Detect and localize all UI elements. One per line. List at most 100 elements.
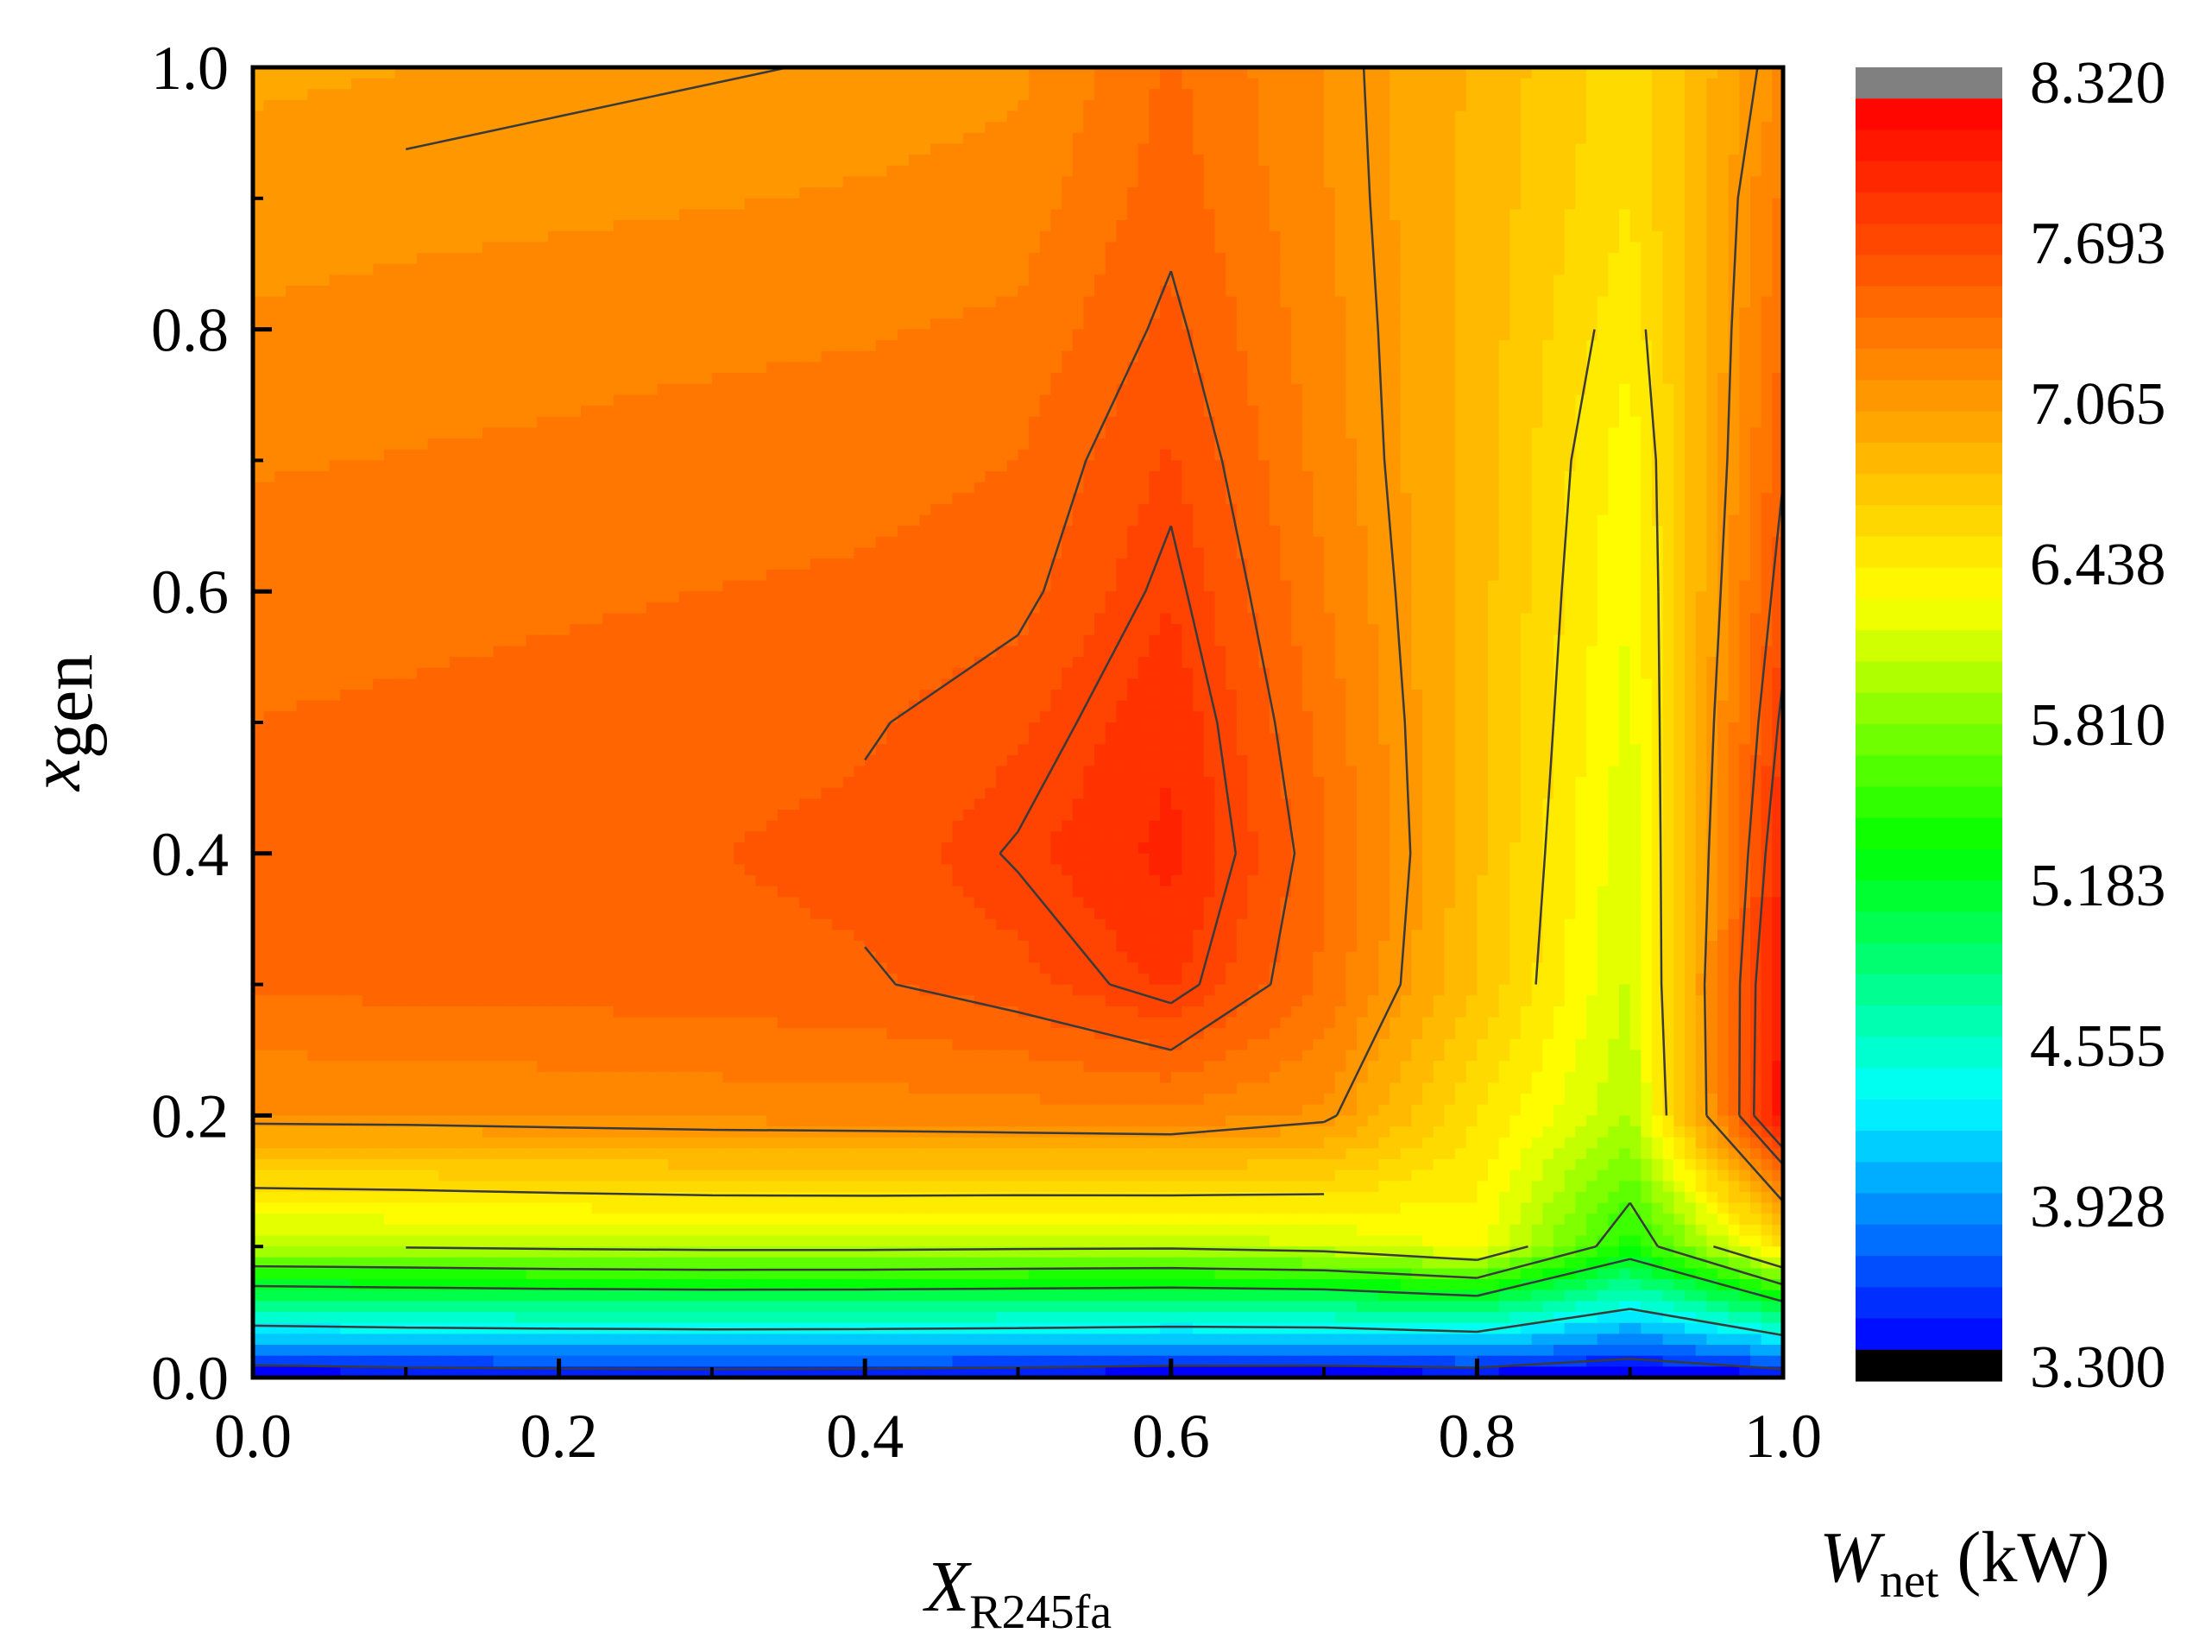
contour-cell (1685, 340, 1697, 352)
contour-cell (635, 350, 647, 363)
contour-cell (274, 187, 287, 199)
contour-cell (711, 209, 724, 221)
contour-cell (886, 263, 898, 276)
contour-cell (1531, 362, 1544, 374)
contour-cell (1411, 253, 1423, 265)
contour-cell (253, 242, 265, 254)
contour-cell (1531, 230, 1544, 243)
contour-cell (734, 373, 746, 385)
contour-cell (1542, 154, 1554, 167)
contour-cell (875, 329, 888, 342)
contour-cell (1477, 230, 1489, 243)
contour-cell (1597, 165, 1610, 178)
contour-cell (875, 383, 888, 396)
contour-cell (1072, 383, 1085, 396)
contour-cell (1498, 394, 1511, 407)
contour-cell (296, 350, 309, 363)
contour-cell (1553, 296, 1566, 309)
contour-cell (1116, 449, 1128, 462)
contour-cell (449, 406, 462, 418)
contour-cell (296, 383, 309, 396)
contour-cell (1138, 438, 1150, 451)
contour-cell (1728, 122, 1741, 134)
contour-cell (1039, 438, 1052, 451)
contour-cell (908, 329, 921, 342)
contour-cell (471, 67, 483, 79)
contour-cell (438, 406, 451, 418)
contour-cell (985, 230, 997, 243)
contour-cell (350, 350, 363, 363)
contour-cell (514, 318, 527, 331)
contour-cell (1498, 340, 1511, 352)
contour-cell (373, 122, 385, 134)
contour-cell (580, 318, 593, 331)
contour-cell (340, 122, 352, 134)
contour-cell (1728, 242, 1741, 254)
contour-cell (1422, 176, 1434, 188)
contour-cell (1127, 286, 1139, 298)
contour-cell (1334, 187, 1347, 199)
contour-cell (734, 143, 746, 155)
contour-cell (1182, 230, 1194, 243)
contour-cell (842, 274, 855, 287)
contour-cell (482, 449, 495, 462)
contour-cell (602, 274, 614, 287)
contour-cell (263, 220, 276, 232)
contour-cell (547, 383, 560, 396)
contour-cell (438, 318, 451, 331)
contour-cell (1629, 143, 1642, 155)
contour-cell (974, 176, 986, 188)
contour-cell (1105, 220, 1118, 232)
contour-cell (744, 220, 757, 232)
contour-cell (514, 406, 527, 418)
contour-cell (963, 296, 975, 309)
contour-cell (1477, 132, 1489, 145)
contour-cell (1521, 329, 1533, 342)
contour-cell (1018, 165, 1030, 178)
contour-cell (777, 318, 790, 331)
contour-cell (1662, 230, 1675, 243)
contour-cell (406, 406, 418, 418)
contour-cell (1203, 274, 1216, 287)
contour-cell (580, 176, 593, 188)
contour-cell (1138, 122, 1150, 134)
contour-cell (865, 449, 877, 462)
contour-cell (1062, 373, 1074, 385)
contour-cell (471, 274, 483, 287)
contour-cell (406, 187, 418, 199)
contour-cell (755, 416, 768, 429)
contour-cell (427, 187, 440, 199)
contour-cell (383, 78, 396, 91)
contour-cell (1652, 176, 1664, 188)
contour-cell (701, 132, 713, 145)
contour-cell (1018, 383, 1030, 396)
contour-cell (1564, 340, 1577, 352)
contour-cell (580, 383, 593, 396)
contour-cell (952, 263, 964, 276)
contour-cell (1258, 383, 1270, 396)
contour-cell (1717, 307, 1730, 319)
contour-cell (1324, 220, 1336, 232)
contour-cell (1629, 406, 1642, 418)
contour-cell (668, 383, 680, 396)
contour-cell (406, 242, 418, 254)
contour-cell (591, 253, 604, 265)
contour-cell (678, 340, 691, 352)
contour-cell (668, 286, 680, 298)
contour-cell (570, 242, 582, 254)
contour-cell (1575, 176, 1587, 188)
contour-cell (504, 274, 516, 287)
contour-cell (1094, 99, 1106, 112)
contour-cell (1422, 187, 1434, 199)
contour-cell (1586, 373, 1598, 385)
contour-cell (1116, 89, 1128, 101)
contour-cell (941, 416, 954, 429)
contour-cell (1062, 230, 1074, 243)
contour-cell (678, 373, 691, 385)
contour-cell (799, 340, 811, 352)
contour-cell (1324, 154, 1336, 167)
contour-cell (1433, 122, 1446, 134)
contour-cell (1203, 176, 1216, 188)
contour-cell (1149, 274, 1161, 287)
contour-cell (1050, 449, 1062, 462)
